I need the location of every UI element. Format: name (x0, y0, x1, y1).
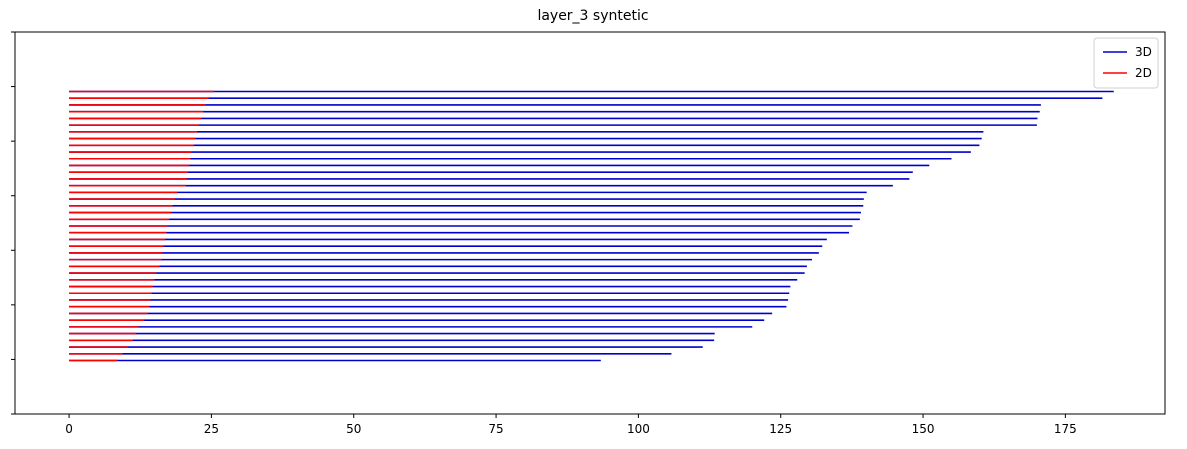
legend: 3D 2D (1093, 37, 1159, 89)
legend-label-0: 3D (1135, 45, 1152, 59)
x-tick-label-1: 25 (204, 422, 219, 436)
x-tick-label-3: 75 (488, 422, 503, 436)
x-tick-label-7: 175 (1054, 422, 1077, 436)
x-tick-label-4: 100 (627, 422, 650, 436)
chart-title: layer_3 syntetic (537, 8, 648, 24)
x-tick-label-5: 125 (769, 422, 792, 436)
plot-frame (14, 31, 1166, 415)
legend-box (1093, 37, 1159, 89)
x-tick-label-6: 150 (912, 422, 935, 436)
axes-group: 0 25 50 75 100 125 150 175 (11, 31, 1166, 436)
legend-label-1: 2D (1135, 66, 1152, 80)
x-tick-label-2: 50 (346, 422, 361, 436)
x-tick-label-0: 0 (65, 422, 73, 436)
bars-group (69, 90, 1114, 362)
